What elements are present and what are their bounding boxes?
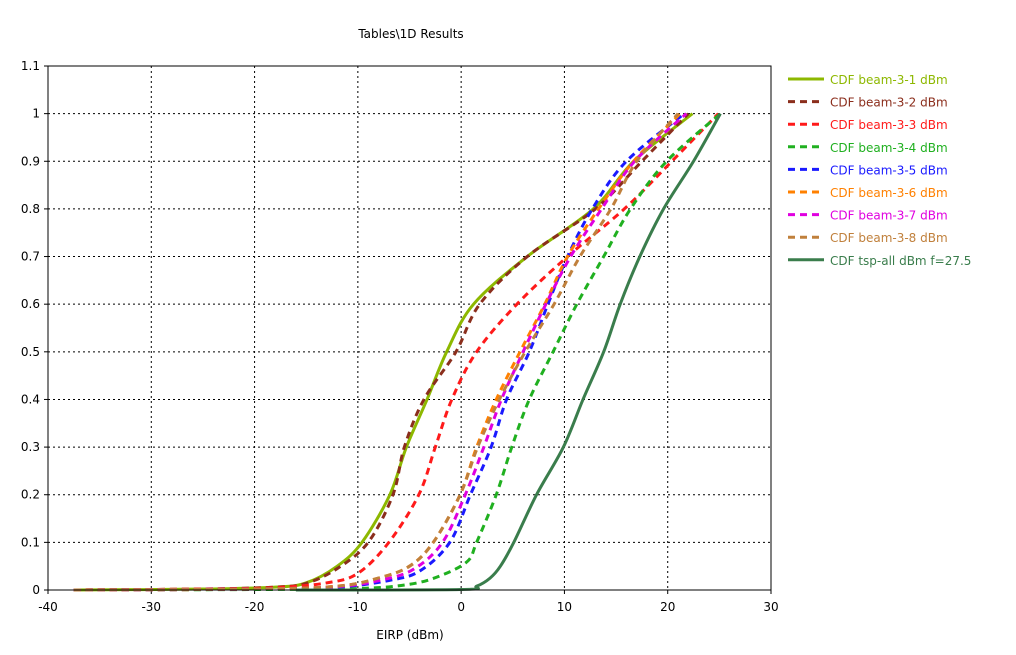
series-line-5 (73, 112, 686, 592)
x-axis-label: EIRP (dBm) (376, 628, 443, 642)
legend-label: CDF beam-3-8 dBm (830, 231, 948, 245)
y-tick-label: 0.4 (21, 392, 40, 406)
series-line-3 (73, 112, 720, 592)
y-tick-label: 0.3 (21, 440, 40, 454)
x-tick-label: -30 (141, 600, 161, 614)
x-tick-label: 10 (557, 600, 572, 614)
legend-label: CDF beam-3-5 dBm (830, 163, 948, 177)
plot-frame (47, 65, 772, 591)
legend-label: CDF beam-3-6 dBm (830, 186, 948, 200)
series-line-4 (73, 112, 722, 592)
legend: CDF beam-3-1 dBm CDF beam-3-2 dBm CDF beam… (788, 73, 971, 268)
y-tick-label: 0.8 (21, 202, 40, 216)
series-line-2 (73, 112, 690, 592)
legend-label: CDF beam-3-1 dBm (830, 73, 948, 87)
y-tick-label: 1.1 (21, 59, 40, 73)
x-tick-label: -40 (38, 600, 58, 614)
x-tick-label: -20 (245, 600, 265, 614)
legend-label: CDF tsp-all dBm f=27.5 (830, 254, 971, 268)
series-lines (73, 112, 722, 592)
x-tick-label: 0 (457, 600, 465, 614)
y-tick-label: 0.1 (21, 535, 40, 549)
x-axis-ticks: -40 -30 -20 -10 0 10 20 30 (38, 590, 779, 614)
y-tick-label: 0.6 (21, 297, 40, 311)
y-tick-label: 0 (32, 583, 40, 597)
legend-label: CDF beam-3-4 dBm (830, 141, 948, 155)
legend-label: CDF beam-3-7 dBm (830, 209, 948, 223)
grid (48, 66, 771, 590)
chart-title: Tables\1D Results (357, 27, 463, 41)
y-tick-label: 0.2 (21, 488, 40, 502)
x-tick-label: -10 (348, 600, 368, 614)
y-tick-label: 0.9 (21, 154, 40, 168)
series-line-9 (295, 112, 722, 592)
y-tick-label: 0.5 (21, 345, 40, 359)
y-axis-ticks: 0 0.1 0.2 0.3 0.4 0.5 0.6 0.7 0.8 0.9 1 1.1 (21, 59, 48, 597)
legend-label: CDF beam-3-3 dBm (830, 118, 948, 132)
series-line-8 (73, 112, 680, 592)
x-tick-label: 20 (660, 600, 675, 614)
y-tick-label: 0.7 (21, 250, 40, 264)
y-tick-label: 1 (32, 107, 40, 121)
series-line-7 (73, 112, 688, 592)
legend-label: CDF beam-3-2 dBm (830, 96, 948, 110)
x-tick-label: 30 (763, 600, 778, 614)
